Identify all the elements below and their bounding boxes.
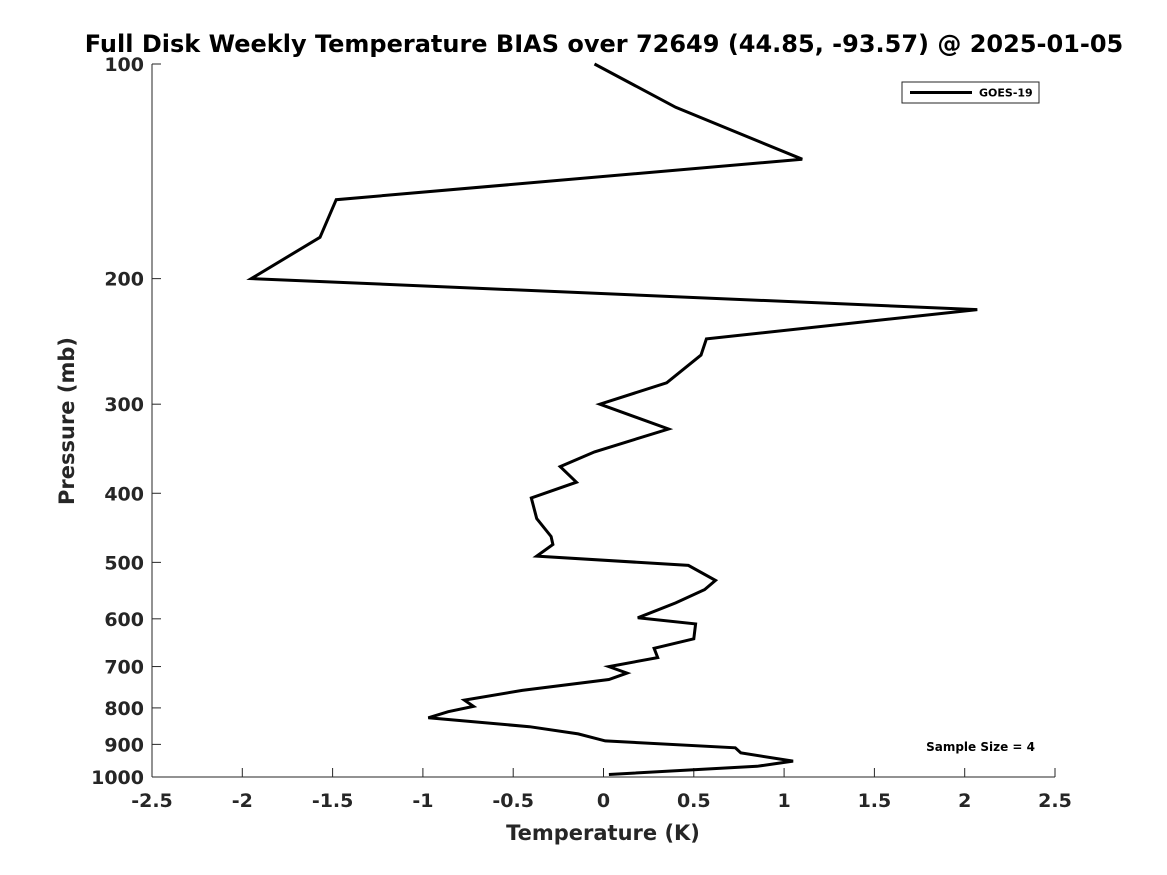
plot-area: [152, 64, 1055, 777]
y-axis-ticks: 100 200 300 400 500 600 700 800 900 1000: [91, 54, 161, 789]
sample-size-annotation: Sample Size = 4: [926, 740, 1035, 754]
y-tick-label: 900: [104, 734, 144, 756]
x-tick-label: 1.5: [858, 790, 892, 812]
x-tick-label: 0: [597, 790, 610, 812]
series-line-goes-19: [246, 62, 978, 776]
y-tick-label: 300: [104, 394, 144, 416]
x-tick-label: -2: [232, 790, 253, 812]
x-axis-label: Temperature (K): [506, 821, 700, 845]
y-axis-label: Pressure (mb): [55, 337, 79, 505]
y-tick-label: 200: [104, 269, 144, 291]
y-tick-label: 1000: [91, 767, 144, 789]
legend: GOES-19: [901, 81, 1040, 104]
x-axis-ticks: -2.5 -2 -1.5 -1 -0.5 0 0.5 1 1.5 2 2.5: [131, 768, 1072, 812]
y-tick-label: 800: [104, 698, 144, 720]
y-tick-label: 600: [104, 609, 144, 631]
x-tick-label: 0.5: [677, 790, 711, 812]
x-tick-label: -1: [412, 790, 433, 812]
legend-label-goes-19: GOES-19: [979, 87, 1033, 100]
x-tick-label: -1.5: [312, 790, 354, 812]
x-tick-label: -0.5: [492, 790, 534, 812]
y-tick-label: 400: [104, 483, 144, 505]
y-tick-label: 500: [104, 552, 144, 574]
x-tick-label: -2.5: [131, 790, 173, 812]
series-layer: [246, 62, 978, 776]
chart-title: Full Disk Weekly Temperature BIAS over 7…: [85, 30, 1124, 58]
x-tick-label: 2: [958, 790, 971, 812]
y-tick-label: 100: [104, 54, 144, 76]
y-tick-label: 700: [104, 657, 144, 679]
x-tick-label: 1: [777, 790, 790, 812]
x-tick-label: 2.5: [1038, 790, 1072, 812]
